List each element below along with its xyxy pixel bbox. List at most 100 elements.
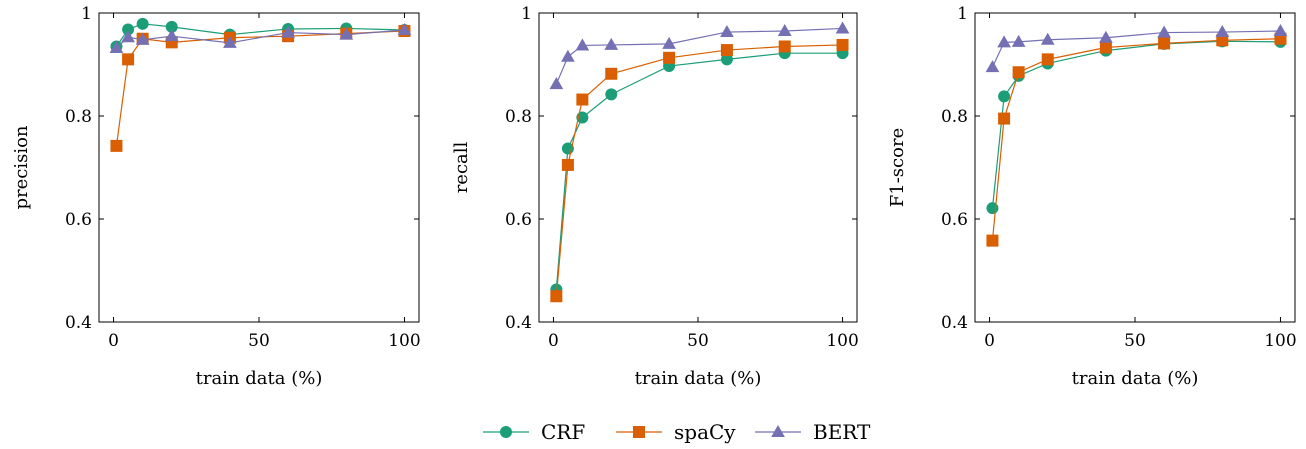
y-tick-label: 1 xyxy=(521,4,532,24)
series-bert xyxy=(109,22,412,54)
data-point-bert xyxy=(1273,24,1288,37)
data-point-spacy xyxy=(122,53,135,66)
x-axis-label: train data (%) xyxy=(196,368,323,389)
data-point-spacy xyxy=(1041,53,1054,66)
data-point-spacy xyxy=(1099,41,1112,54)
data-point-bert xyxy=(397,22,412,35)
data-point-spacy xyxy=(1158,37,1171,50)
data-point-spacy xyxy=(550,290,563,303)
data-point-spacy xyxy=(576,93,589,106)
chart-panel-1: 0.4 0.6 0.8 1 0 50 100 train data (%) precision xyxy=(11,4,421,389)
series-crf xyxy=(986,35,1287,215)
series-crf xyxy=(550,47,849,296)
data-point-bert xyxy=(549,77,564,90)
series-spacy xyxy=(550,38,849,303)
y-tick-label: 0.4 xyxy=(65,313,92,333)
series-line-bert xyxy=(555,27,843,85)
chart-panel-3: 0.4 0.6 0.8 1 0 50 100 train data (%) F1-score xyxy=(887,4,1297,389)
data-point-bert xyxy=(575,38,590,51)
x-tick-label: 0 xyxy=(548,331,559,351)
y-axis-label: F1-score xyxy=(887,128,908,207)
legend-marker-bert xyxy=(771,424,785,437)
series-line-crf xyxy=(555,52,843,290)
legend-label: spaCy xyxy=(674,420,736,444)
chart-panel-2: 0.4 0.6 0.8 1 0 50 100 train data (%) recall xyxy=(451,4,859,389)
data-point-spacy xyxy=(561,158,574,171)
legend-label: BERT xyxy=(813,420,871,444)
data-point-spacy xyxy=(998,112,1011,125)
x-tick-label: 50 xyxy=(687,331,709,351)
y-tick-label: 0.8 xyxy=(505,107,532,127)
series-line-spacy xyxy=(991,38,1281,241)
legend-marker-spacy xyxy=(633,426,645,438)
series-crf xyxy=(110,17,411,53)
data-point-bert xyxy=(1099,30,1113,43)
data-point-crf xyxy=(576,111,589,124)
y-tick-label: 0.4 xyxy=(505,313,532,333)
x-tick-label: 50 xyxy=(1124,331,1146,351)
legend-entry-crf: CRF xyxy=(483,420,585,444)
data-point-spacy xyxy=(836,38,849,51)
series-line-crf xyxy=(115,23,405,47)
data-point-bert xyxy=(135,32,150,45)
plot-frame xyxy=(98,12,420,323)
series-bert xyxy=(985,24,1288,73)
y-axis-label: precision xyxy=(11,125,32,209)
series-line-spacy xyxy=(555,44,843,297)
series-line-crf xyxy=(991,40,1281,209)
data-point-bert xyxy=(1040,32,1055,45)
data-point-spacy xyxy=(720,44,733,57)
y-tick-label: 1 xyxy=(81,4,92,24)
data-point-spacy xyxy=(1012,66,1025,79)
data-point-crf xyxy=(136,17,149,30)
series-line-bert xyxy=(991,30,1281,68)
data-point-bert xyxy=(662,36,676,49)
data-point-bert xyxy=(604,37,619,50)
x-tick-label: 100 xyxy=(388,331,420,351)
series-bert xyxy=(549,21,850,90)
data-point-spacy xyxy=(778,40,791,53)
data-point-spacy xyxy=(605,67,618,80)
data-point-bert xyxy=(1215,25,1230,38)
data-point-bert xyxy=(1011,34,1026,47)
y-tick-label: 0.8 xyxy=(65,107,92,127)
y-tick-label: 0.6 xyxy=(505,210,532,230)
legend-entry-bert: BERT xyxy=(755,420,871,444)
data-point-bert xyxy=(281,25,295,38)
data-point-bert xyxy=(164,29,179,42)
series-spacy xyxy=(110,25,411,152)
x-tick-label: 100 xyxy=(826,331,858,351)
x-tick-label: 50 xyxy=(248,331,270,351)
data-point-spacy xyxy=(110,139,123,152)
data-point-bert xyxy=(835,21,850,34)
data-point-bert xyxy=(997,35,1011,48)
series-spacy xyxy=(986,32,1287,247)
data-point-bert xyxy=(777,24,792,37)
y-axis-label: recall xyxy=(451,141,472,193)
legend-entry-spacy: spaCy xyxy=(616,420,736,444)
x-tick-label: 0 xyxy=(984,331,995,351)
y-tick-label: 0.6 xyxy=(65,210,92,230)
x-tick-label: 100 xyxy=(1264,331,1296,351)
x-axis-label: train data (%) xyxy=(1072,368,1199,389)
data-point-crf xyxy=(998,90,1011,103)
data-point-bert xyxy=(109,41,124,54)
data-point-bert xyxy=(1157,25,1171,38)
data-point-bert xyxy=(223,35,237,48)
plot-frame xyxy=(974,12,1296,323)
data-point-spacy xyxy=(663,51,676,64)
legend-label: CRF xyxy=(541,420,585,444)
data-point-bert xyxy=(121,30,135,43)
x-axis-label: train data (%) xyxy=(635,368,762,389)
series-line-spacy xyxy=(115,30,405,146)
data-point-bert xyxy=(985,60,1000,73)
data-point-bert xyxy=(561,49,575,62)
x-tick-label: 0 xyxy=(108,331,119,351)
data-point-bert xyxy=(720,25,734,38)
legend-marker-crf xyxy=(500,426,512,438)
data-point-spacy xyxy=(986,234,999,247)
data-point-bert xyxy=(339,27,354,40)
y-tick-label: 0.4 xyxy=(941,313,968,333)
